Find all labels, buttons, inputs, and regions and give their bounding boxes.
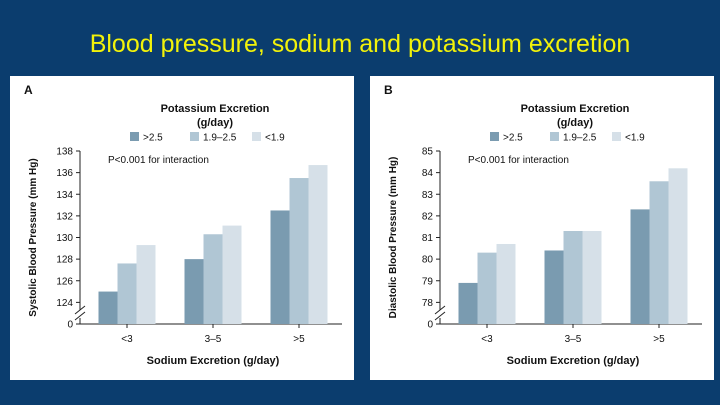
legend-swatch [130,132,139,141]
bar [117,263,137,324]
y-tick-label: 134 [56,190,73,201]
bar [477,252,497,324]
y-tick-label: 126 [56,276,73,287]
y-tick-label: 78 [422,298,434,309]
x-tick-label: >5 [653,334,665,345]
chart-a-svg: A Potassium Excretion (g/day) >2.5 1.9–2.5 <1… [24,83,342,367]
interaction-annotation: P<0.001 for interaction [108,155,209,166]
x-axis-label: Sodium Excretion (g/day) [507,355,640,367]
legend-swatch [190,132,199,141]
y-tick-label: 83 [422,190,434,201]
y-tick-label: 82 [422,211,434,222]
y-tick-label: 130 [56,233,73,244]
y-tick-label: 84 [422,168,434,179]
x-tick-label: >5 [293,334,305,345]
axis-break-mark [74,305,86,315]
axis-break-mark [434,311,446,321]
bar [649,181,669,324]
x-tick-label: <3 [121,334,133,345]
slide-title: Blood pressure, sodium and potassium exc… [89,30,631,58]
axis-break-mark [74,311,86,321]
y-tick-label: 138 [56,147,73,158]
bar [308,165,328,324]
legend-entry: <1.9 [265,133,285,144]
bar [563,231,583,324]
bar [136,245,156,324]
legend-title-unit: (g/day) [557,117,593,129]
chart-panel-b: B Potassium Excretion (g/day) >2.5 1.9–2.5 <1… [370,76,714,380]
axis-break-mark [434,305,446,315]
bar [184,259,204,324]
y-axis-label: Systolic Blood Pressure (mm Hg) [28,158,39,316]
legend-swatch [252,132,261,141]
legend-title: Potassium Excretion [521,103,630,115]
x-tick-label: 3–5 [205,334,222,345]
bar [630,209,650,324]
legend-title-unit: (g/day) [197,117,233,129]
y-axis-label: Diastolic Blood Pressure (mm Hg) [388,157,399,319]
bar [203,234,223,324]
interaction-annotation: P<0.001 for interaction [468,155,569,166]
legend-title: Potassium Excretion [161,103,270,115]
bar [496,243,516,324]
y-tick-label: 128 [56,255,73,266]
legend-swatch [490,132,499,141]
legend-entry: 1.9–2.5 [203,133,237,144]
bar [270,210,290,324]
legend-entry: 1.9–2.5 [563,133,597,144]
bar [289,178,309,324]
x-tick-label: <3 [481,334,493,345]
bar [544,250,564,324]
x-tick-label: 3–5 [565,334,582,345]
y-tick-label: 132 [56,211,73,222]
x-axis-label: Sodium Excretion (g/day) [147,355,280,367]
bar [98,291,118,324]
legend-entry: >2.5 [143,133,163,144]
y-tick-label: 81 [422,233,434,244]
y-tick-label: 0 [67,320,73,331]
y-tick-label: 79 [422,276,434,287]
chart-b-svg: B Potassium Excretion (g/day) >2.5 1.9–2.5 <1… [384,83,702,367]
panel-label: A [24,83,33,97]
legend-entry: >2.5 [503,133,523,144]
panel-label: B [384,83,393,97]
legend-swatch [550,132,559,141]
y-tick-label: 136 [56,168,73,179]
legend-entry: <1.9 [625,133,645,144]
y-tick-label: 0 [427,320,433,331]
bar [582,231,602,324]
chart-panel-a: A Potassium Excretion (g/day) >2.5 1.9–2.5 <1… [10,76,354,380]
y-tick-label: 85 [422,147,434,158]
bar [222,225,242,324]
bar [458,282,478,324]
bar [668,168,688,324]
legend-swatch [612,132,621,141]
y-tick-label: 80 [422,255,434,266]
y-tick-label: 124 [56,298,73,309]
